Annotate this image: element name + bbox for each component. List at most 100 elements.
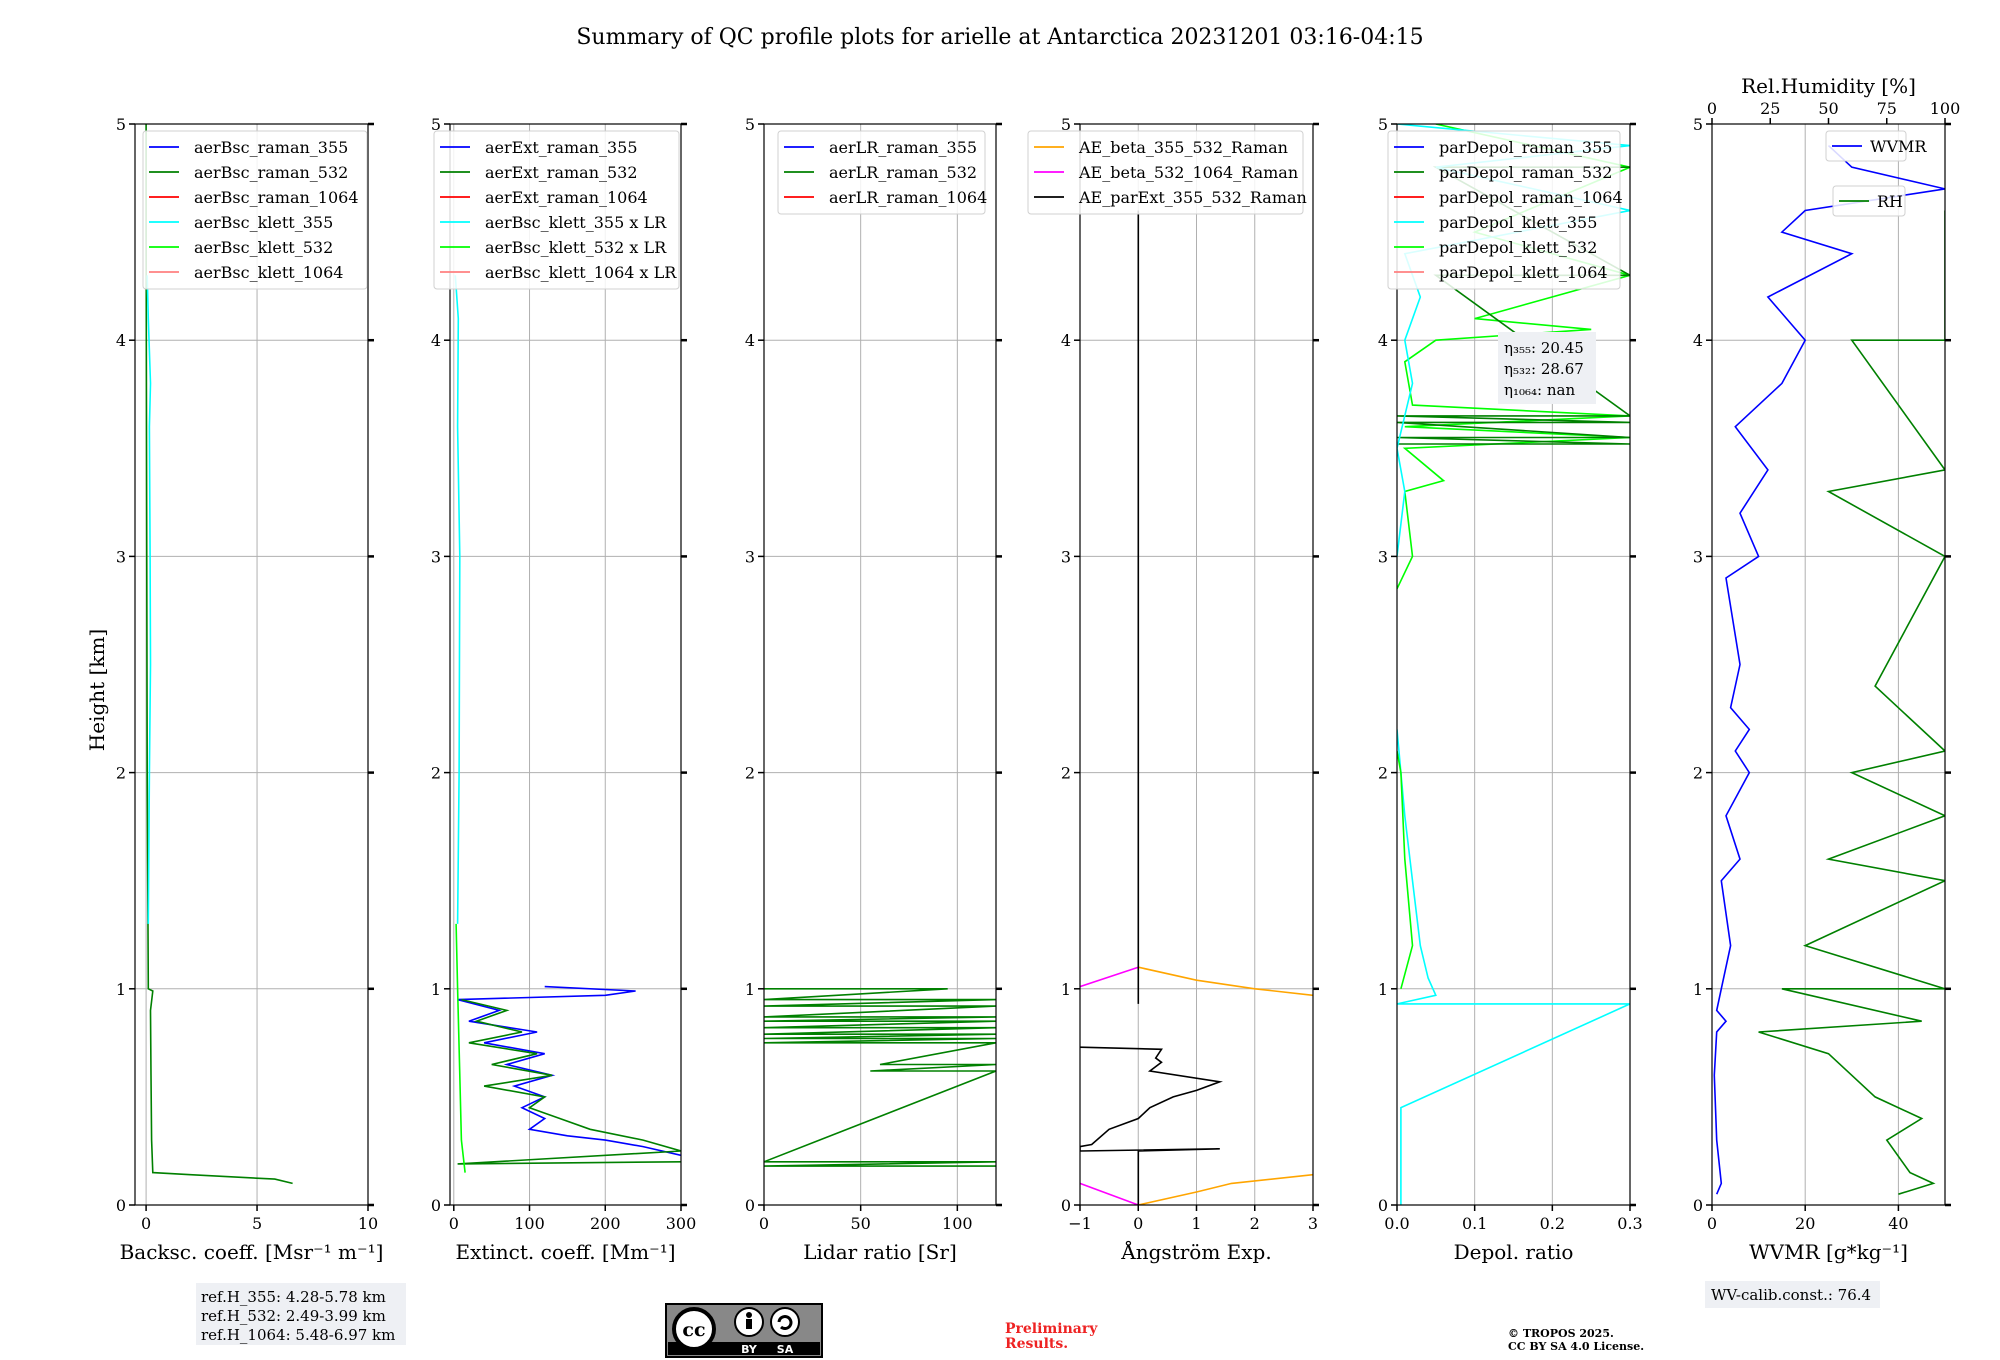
series-group (1080, 210, 1313, 1205)
wv-calib-box: WV-calib.const.: 76.4 (1705, 1281, 1880, 1308)
axes-frame (763, 123, 997, 1206)
legend-label: RH (1877, 192, 1903, 211)
x-axis-label: Depol. ratio (1454, 1240, 1574, 1264)
x-tick-label: 0 (759, 1214, 769, 1233)
cc-icon (672, 1307, 716, 1351)
sa-text: SA (777, 1343, 794, 1356)
y-tick-label: 0 (1378, 1196, 1388, 1215)
y-tick-label: 0 (745, 1196, 755, 1215)
figure-title: Summary of QC profile plots for arielle … (576, 25, 1423, 50)
x-tick-label: 0.3 (1617, 1214, 1642, 1233)
copyright-line-2: CC BY SA 4.0 License. (1508, 1340, 1644, 1353)
x-tick-label: 5 (252, 1214, 262, 1233)
series-RH (1758, 210, 1945, 1195)
legend-label: parDepol_raman_355 (1439, 138, 1612, 157)
by-text: BY (741, 1343, 758, 1356)
series-AE_parExt_355_532_Raman_low (1080, 1046, 1223, 1205)
y-tick-label: 3 (745, 547, 755, 566)
legend-label: aerBsc_klett_532 x LR (485, 238, 667, 257)
x-tick-label: 1 (1191, 1214, 1201, 1233)
legend-label: AE_beta_355_532_Raman (1078, 138, 1288, 157)
axes-frame (1711, 123, 1946, 1206)
preliminary-note: Preliminary Results. (1005, 1321, 1098, 1352)
ref-height-box: ref.H_355: 4.28-5.78 km ref.H_532: 2.49-… (196, 1283, 406, 1345)
x-tick-label: 0.2 (1540, 1214, 1565, 1233)
y-tick-label: 2 (116, 764, 126, 783)
y-tick-label: 1 (1061, 980, 1071, 999)
series-aerExt_raman_532 (457, 998, 681, 1165)
y-tick-label: 3 (1693, 547, 1703, 566)
legend-label: aerBsc_klett_355 (194, 213, 333, 232)
legend: parDepol_raman_355 parDepol_raman_532 parD… (1387, 130, 1623, 290)
x-tick-label: 0 (1133, 1214, 1143, 1233)
ref-line-532: ref.H_532: 2.49-3.99 km (201, 1307, 386, 1325)
y-tick-label: 0 (431, 1196, 441, 1215)
legend: aerLR_raman_355 aerLR_raman_532 aerLR_rama… (777, 130, 987, 215)
legend-label: WVMR (1870, 137, 1927, 156)
x-tick-label: 50 (850, 1214, 870, 1233)
x-tick-label: 0 (449, 1214, 459, 1233)
y-tick-label: 3 (116, 547, 126, 566)
y-axis-label: Height [km] (85, 629, 109, 751)
x-tick-label: 0.1 (1462, 1214, 1487, 1233)
x-tick-label: 100 (942, 1214, 973, 1233)
series-aerExt_raman_355 (457, 985, 681, 1157)
legend: WVMR RH (1825, 130, 1927, 217)
y-tick-label: 2 (745, 764, 755, 783)
y-tick-label: 4 (1693, 331, 1703, 350)
legend-label: aerExt_raman_1064 (485, 188, 648, 207)
x2-tick-label: 100 (1930, 99, 1961, 118)
x-tick-label: 100 (514, 1214, 545, 1233)
y-tick-label: 1 (1378, 980, 1388, 999)
by-icon-body (746, 1319, 752, 1329)
copyright-note: © TROPOS 2025. CC BY SA 4.0 License. (1508, 1327, 1644, 1353)
legend-label: AE_parExt_355_532_Raman (1078, 188, 1307, 207)
series-aerBsc_raman_532 (145, 124, 293, 1185)
eta-box (1498, 332, 1596, 404)
y-tick-label: 3 (1061, 547, 1071, 566)
y-tick-label: 0 (1693, 1196, 1703, 1215)
y-tick-label: 4 (1378, 331, 1388, 350)
eta-annotation: η₃₅₅: 20.45 η₅₃₂: 28.67 η₁₀₆₄: nan (1498, 332, 1596, 404)
x-tick-label: 0 (1707, 1214, 1717, 1233)
legend-box (1825, 130, 1907, 162)
x-axis-label: Extinct. coeff. [Mm⁻¹] (455, 1240, 675, 1264)
y-tick-label: 1 (431, 980, 441, 999)
legend: aerBsc_raman_355 aerBsc_raman_532 aerBsc_r… (142, 130, 368, 290)
x-axis-label: Lidar ratio [Sr] (803, 1240, 957, 1264)
cc-text: cc (682, 1319, 705, 1341)
axes-frame (449, 123, 682, 1206)
x2-tick-label: 50 (1818, 99, 1838, 118)
y-tick-label: 2 (431, 764, 441, 783)
x2-tick-label: 0 (1707, 99, 1717, 118)
legend-label: parDepol_klett_355 (1439, 213, 1597, 232)
x-tick-label: 3 (1308, 1214, 1318, 1233)
eta-line: η₃₅₅: 20.45 (1504, 339, 1584, 357)
legend: aerExt_raman_355 aerExt_raman_532 aerExt_r… (433, 130, 680, 290)
wv-calib-bg (1705, 1281, 1880, 1308)
series-AE_beta_355_532_Raman (1138, 966, 1313, 997)
legend-label: aerBsc_raman_532 (194, 163, 348, 182)
legend-label: AE_beta_532_1064_Raman (1078, 163, 1298, 182)
panel-ext: 0 1 2 3 4 5 0 100 200 300 Extinct. coeff. [Mm⁻¹] ae… (431, 115, 696, 1264)
legend-label: parDepol_klett_1064 (1439, 263, 1608, 282)
preliminary-line-2: Results. (1005, 1336, 1068, 1352)
legend-label: aerBsc_klett_1064 x LR (485, 263, 677, 282)
legend-label: aerLR_raman_1064 (829, 188, 987, 207)
y-tick-label: 5 (116, 115, 126, 134)
series-parDepol_klett_355 (1397, 729, 1630, 1205)
ref-box-bg (196, 1283, 406, 1345)
axes-frame (1396, 123, 1631, 1206)
legend: AE_beta_355_532_Raman AE_beta_532_1064_Ra… (1027, 130, 1307, 215)
y-tick-label: 5 (1061, 115, 1071, 134)
y-tick-label: 4 (745, 331, 755, 350)
y-tick-label: 4 (1061, 331, 1071, 350)
x-tick-label: 0 (141, 1214, 151, 1233)
legend-label: aerBsc_raman_355 (194, 138, 348, 157)
cc-license-badge: cc BY SA (665, 1303, 823, 1358)
y-tick-label: 5 (431, 115, 441, 134)
y-tick-label: 0 (1061, 1196, 1071, 1215)
y-tick-label: 4 (116, 331, 126, 350)
